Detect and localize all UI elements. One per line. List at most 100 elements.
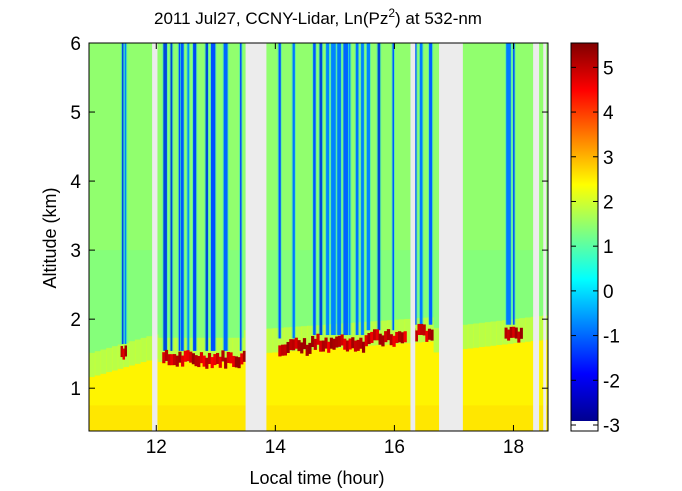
transition-layer-segment [180,337,188,362]
cloud-base-patch [332,338,336,350]
cloud-base-patch [308,342,312,354]
attenuation-column [121,43,124,345]
boundary-layer-segment [404,343,411,431]
cloud-base-patch [370,331,374,343]
transition-layer-segment [324,324,331,349]
transition-layer-segment [134,339,142,364]
cloud-base-patch [205,357,209,369]
y-tick-label: 4 [70,172,81,193]
transition-layer-segment [295,326,302,351]
boundary-layer-segment [129,365,136,431]
cloud-base-patch [181,355,185,367]
cloud-base-patch [395,331,399,344]
data-gap [410,43,416,431]
cloud-base-patch [422,324,426,336]
boundary-layer-segment [123,367,130,431]
transition-layer-segment [375,320,383,346]
cloud-base-patch [343,338,347,350]
cloud-base-patch [364,335,368,347]
transition-layer-segment [169,337,176,362]
transition-layer-segment [479,322,486,347]
cloud-base-patch [240,353,244,365]
colorbar-tick-label: 2 [603,192,614,213]
attenuation-column [223,43,228,351]
attenuation-column [193,43,197,351]
boundary-layer-segment [513,342,520,431]
boundary-layer-segment [335,347,343,431]
cloud-base-patch [381,335,385,347]
y-tick-label: 2 [70,310,81,331]
boundary-layer-segment [484,346,492,431]
attenuation-column-edge [505,43,512,325]
boundary-layer-segment [398,343,406,431]
cloud-base-patch [372,329,377,341]
transition-layer-segment [215,337,222,362]
cloud-base-patch [324,337,328,349]
y-tick-label: 6 [70,34,81,55]
transition-layer-segment [232,337,239,362]
cloud-base-patch [175,355,179,367]
transition-layer-segment [266,328,274,353]
cloud-base-patch [199,352,204,364]
transition-layer-segment [289,326,297,352]
attenuation-column-edge [186,43,191,351]
transition-layer-segment [140,337,147,363]
colorbar-missing-swatch [571,421,598,431]
cloud-base-patch [335,336,339,348]
data-gap [245,43,267,431]
cloud-base-patch [509,326,513,338]
boundary-layer-segment [364,345,371,431]
cloud-base-patch [242,350,247,362]
attenuation-column [355,43,359,336]
colorbar: -3 -2 -1 0 1 2 3 4 5 [570,42,620,437]
attenuation-column-edge [312,43,317,336]
cloud-base-patch [213,354,217,366]
data-gap [543,43,547,431]
boundary-layer-segment [341,347,348,431]
boundary-layer-segment [519,342,526,431]
attenuation-column [331,43,336,336]
attenuation-column [292,43,295,339]
cloud-base-patch [172,354,177,366]
colorbar-tick-label: 5 [603,58,614,79]
attenuation-column-edge [418,43,424,325]
boundary-layer-segment [278,351,285,431]
cloud-base-patch [403,331,407,343]
boundary-layer-segment [502,344,509,431]
attenuation-column [343,43,349,336]
cloud-base-patch [202,355,206,367]
cloud-base-patch [305,344,309,356]
attenuation-column-edge [365,43,371,331]
boundary-layer-segment [284,351,291,431]
boundary-layer-segment [106,372,113,431]
colorbar-tick-label: -3 [603,416,620,437]
cloud-base-patch [400,332,405,344]
cloud-base-patch [178,351,182,363]
boundary-layer-segment [370,345,377,431]
boundary-layer-segment [89,377,96,431]
boundary-layer-segment [324,348,331,431]
chart-title: 2011 Jul27, CCNY-Lidar, Ln(Pz2) at 532-n… [154,6,482,28]
transition-layer-segment [387,320,394,345]
boundary-layer-segment [272,352,279,431]
cloud-base-patch [207,352,212,365]
cloud-base-patch [512,326,516,338]
attenuation-column-edge [177,43,182,351]
attenuation-column-edge [222,43,229,351]
attenuation-column [319,43,323,336]
boundary-layer-segment [467,348,475,431]
data-gap [152,43,158,431]
x-tick-label: 16 [384,437,405,458]
cloud-base-patch [384,331,388,343]
attenuation-column [187,43,190,351]
cloud-base-patch [397,331,402,343]
y-tick-label: 5 [70,103,81,124]
transition-layer-segment [404,318,411,344]
cloud-base-patch [392,335,396,347]
attenuation-column [377,43,381,331]
cloud-base-patch [356,339,360,351]
boundary-layer-segment [352,346,360,431]
cloud-base-patch [417,323,421,335]
attenuation-column-edge [277,43,282,339]
y-tick-label: 1 [70,379,81,400]
